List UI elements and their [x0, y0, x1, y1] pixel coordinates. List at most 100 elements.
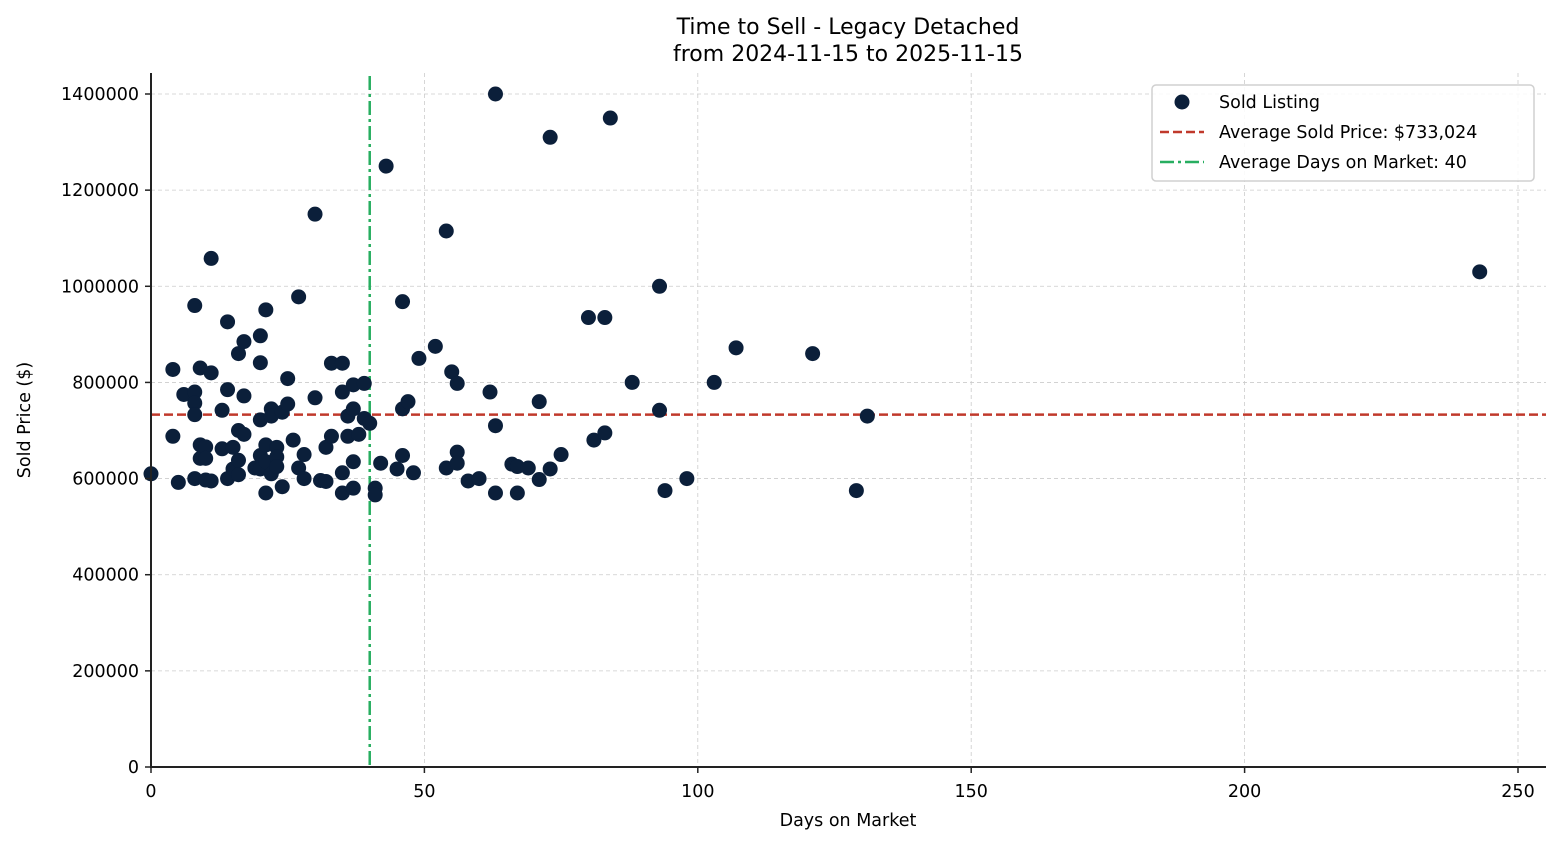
data-point — [487, 418, 503, 434]
legend: Sold Listing Average Sold Price: $733,02… — [1151, 84, 1535, 182]
legend-label-sold-listing: Sold Listing — [1219, 93, 1320, 113]
data-point — [395, 447, 411, 463]
data-point — [214, 402, 230, 418]
data-point — [427, 338, 443, 354]
data-point — [170, 474, 186, 490]
data-point — [405, 465, 421, 481]
data-point — [859, 408, 875, 424]
data-point — [280, 371, 296, 387]
data-point — [657, 483, 673, 499]
legend-point-marker-icon — [1174, 94, 1190, 110]
data-point — [482, 384, 498, 400]
y-axis-label: Sold Price ($) — [15, 362, 35, 478]
data-point — [187, 471, 203, 487]
data-point — [345, 480, 361, 496]
x-axis-label: Days on Market — [780, 811, 917, 831]
data-point — [531, 394, 547, 410]
y-tick-label: 800000 — [72, 373, 139, 393]
data-point — [225, 439, 241, 455]
data-point — [471, 471, 487, 487]
data-point — [389, 461, 405, 477]
data-point — [187, 384, 203, 400]
data-point — [230, 467, 246, 483]
x-axis-ticks: 0 50 100 150 200 250 — [145, 767, 1535, 802]
legend-label-average-days: Average Days on Market: 40 — [1219, 153, 1467, 173]
data-point — [345, 401, 361, 417]
legend-label-average-price: Average Sold Price: $733,024 — [1219, 123, 1477, 143]
data-point — [165, 361, 181, 377]
grid-lines — [151, 73, 1546, 767]
data-point — [580, 310, 596, 326]
x-tick-label: 200 — [1228, 782, 1261, 802]
data-point — [449, 375, 465, 391]
data-point — [400, 394, 416, 410]
data-point — [602, 110, 618, 126]
data-point — [509, 459, 525, 475]
data-point — [291, 289, 307, 305]
data-point — [230, 346, 246, 362]
data-point — [345, 377, 361, 393]
data-point — [258, 302, 274, 318]
data-point — [285, 432, 301, 448]
data-point — [280, 396, 296, 412]
data-point — [274, 479, 290, 495]
data-point — [520, 460, 536, 476]
data-point — [679, 471, 695, 487]
y-tick-label: 600000 — [72, 470, 139, 490]
data-point — [334, 465, 350, 481]
data-point — [203, 365, 219, 381]
data-point — [307, 206, 323, 222]
x-tick-label: 250 — [1501, 782, 1534, 802]
data-point — [198, 439, 214, 455]
data-point — [728, 340, 744, 356]
data-point — [449, 444, 465, 460]
data-point — [236, 426, 252, 442]
data-point — [597, 310, 613, 326]
data-point — [438, 223, 454, 239]
data-point — [362, 415, 378, 431]
data-point — [553, 447, 569, 463]
data-point — [395, 294, 411, 310]
data-point — [652, 402, 668, 418]
data-point — [373, 455, 389, 471]
y-tick-label: 0 — [128, 758, 139, 778]
data-point — [411, 350, 427, 366]
data-point — [509, 485, 525, 501]
data-point — [345, 454, 361, 470]
data-point — [165, 428, 181, 444]
data-point — [652, 278, 668, 294]
chart-title-line2: from 2024-11-15 to 2025-11-15 — [673, 42, 1023, 67]
data-point — [805, 346, 821, 362]
data-point — [214, 441, 230, 457]
data-point — [586, 432, 602, 448]
chart-title-line1: Time to Sell - Legacy Detached — [676, 15, 1020, 40]
x-tick-label: 100 — [681, 782, 714, 802]
data-point — [198, 450, 214, 466]
y-tick-label: 1200000 — [61, 181, 139, 201]
data-point — [258, 485, 274, 501]
data-point — [220, 314, 236, 330]
data-point — [487, 485, 503, 501]
data-point — [236, 388, 252, 404]
data-point — [487, 86, 503, 102]
data-point — [296, 447, 312, 463]
data-point — [269, 459, 285, 475]
y-tick-label: 400000 — [72, 566, 139, 586]
data-point — [334, 355, 350, 371]
data-point — [252, 328, 268, 344]
data-point — [220, 382, 236, 398]
data-point — [449, 455, 465, 471]
data-point — [323, 355, 339, 371]
data-point — [318, 439, 334, 455]
y-tick-label: 200000 — [72, 662, 139, 682]
data-point — [318, 473, 334, 489]
data-point — [307, 390, 323, 406]
data-point — [356, 375, 372, 391]
y-tick-label: 1400000 — [61, 85, 139, 105]
data-point — [334, 384, 350, 400]
data-point — [597, 425, 613, 441]
data-point — [706, 374, 722, 390]
x-tick-label: 150 — [954, 782, 987, 802]
data-point — [444, 364, 460, 380]
y-tick-label: 1000000 — [61, 277, 139, 297]
